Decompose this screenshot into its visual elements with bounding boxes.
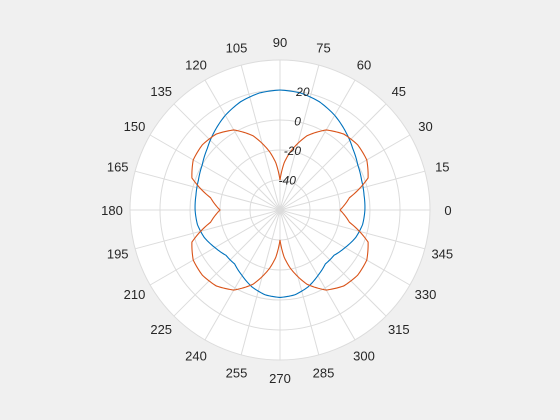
outer-grid-circle: [129, 59, 431, 361]
angular-tick-label: 195: [107, 247, 129, 262]
angular-tick-label: 60: [357, 58, 371, 73]
angular-tick-label: 105: [226, 41, 248, 56]
angular-grid-line: [279, 134, 411, 211]
angular-tick-label: 210: [124, 287, 146, 302]
angular-grid-line: [149, 134, 281, 211]
angular-tick-label: 300: [353, 349, 375, 364]
angular-tick-label: 75: [316, 41, 330, 56]
angular-grid-line: [279, 103, 387, 211]
angular-tick-label: 120: [185, 58, 207, 73]
angular-tick-label: 330: [415, 287, 437, 302]
angular-grid-line: [240, 209, 281, 356]
angular-grid-line: [279, 209, 426, 250]
angular-grid-line: [279, 209, 387, 317]
angular-tick-label: 30: [418, 119, 432, 134]
angular-grid-line: [279, 79, 356, 211]
angular-grid-line: [204, 79, 281, 211]
angular-tick-label: 135: [150, 84, 172, 99]
angular-tick-label: 270: [269, 371, 291, 386]
angular-tick-labels: 0 15 30 45 60 75 90 105 120 135 150 165 180 195 210 225…: [101, 35, 453, 386]
polar-axes: -40 -20 0 20 0 15 30 45 60 75 90 105 120 135 150 165 18…: [101, 35, 453, 386]
angular-grid-line: [279, 209, 320, 356]
angular-grid-line: [173, 209, 281, 317]
radial-grid-circle: [189, 119, 371, 301]
angular-grid-line: [173, 103, 281, 211]
polar-grid: [129, 59, 431, 361]
angular-grid-line: [240, 64, 281, 211]
radial-tick-label: 0: [294, 114, 301, 128]
angular-grid-line: [279, 64, 320, 211]
angular-tick-label: 255: [226, 365, 248, 380]
angular-tick-label: 0: [444, 203, 451, 218]
series-line-2: [191, 129, 369, 291]
angular-tick-label: 180: [101, 203, 123, 218]
angular-grid-line: [204, 209, 281, 341]
radial-tick-labels: -40 -20 0 20: [279, 85, 310, 188]
angular-tick-label: 345: [431, 247, 453, 262]
angular-tick-label: 285: [313, 365, 335, 380]
radial-tick-label: 20: [295, 85, 310, 99]
angular-grid-line: [279, 170, 426, 211]
angular-grid-line: [279, 209, 356, 341]
angular-grid-line: [134, 170, 281, 211]
series-line-1: [194, 89, 366, 299]
angular-tick-label: 225: [150, 322, 172, 337]
angular-tick-label: 240: [185, 349, 207, 364]
series-layer: [191, 89, 369, 299]
angular-tick-label: 45: [392, 84, 406, 99]
radial-tick-label: -20: [284, 144, 302, 158]
angular-grid-line: [134, 209, 281, 250]
angular-tick-label: 165: [107, 160, 129, 175]
angular-tick-label: 15: [435, 160, 449, 175]
angular-tick-label: 150: [124, 119, 146, 134]
angular-tick-label: 90: [273, 35, 287, 50]
angular-tick-label: 315: [388, 322, 410, 337]
radial-tick-label: -40: [279, 173, 297, 187]
